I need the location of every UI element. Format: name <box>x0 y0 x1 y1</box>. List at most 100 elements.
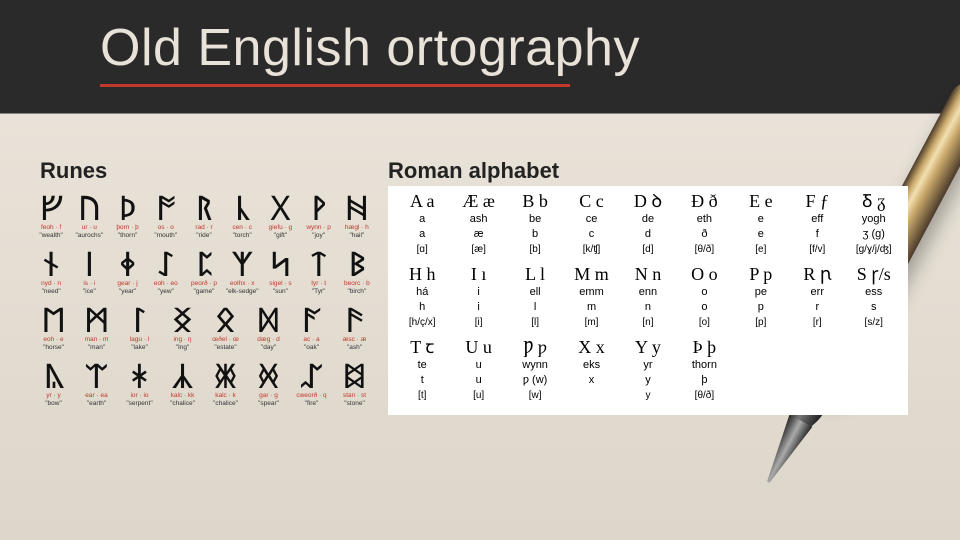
roman-cell: e <box>733 212 789 227</box>
title-block: Old English ortography <box>100 18 640 87</box>
rune-glyph: ᛏ <box>302 246 336 280</box>
roman-row: H hI ıL lM mN nO oP pR ꞃS ꞅ/s <box>394 263 902 285</box>
roman-cell: be <box>507 212 563 227</box>
roman-cell: a <box>394 227 450 242</box>
rune-meaning: "sun" <box>263 288 297 296</box>
rune-meaning: "oak" <box>292 344 331 352</box>
rune-meaning: "ash" <box>335 344 374 352</box>
roman-cell: wynn <box>507 358 563 373</box>
rune-meaning: "man" <box>77 344 116 352</box>
roman-cell: Æ æ <box>450 190 506 212</box>
rune-meaning: "horse" <box>34 344 73 352</box>
roman-cell: þ <box>676 373 732 388</box>
roman-cell: ash <box>450 212 506 227</box>
rune-glyph: ᚠ <box>34 190 68 224</box>
roman-cell: U u <box>450 336 506 358</box>
roman-cell: o <box>676 300 732 315</box>
rune-meaning: "elk-sedge" <box>225 288 259 296</box>
runes-panel: ᚠfeoh · f"wealth"ᚢur · u"aurochs"ᚦþorn ·… <box>34 190 374 414</box>
rune-cell: ᛠear · ea"earth" <box>77 358 116 408</box>
rune-cell: ᛉeolhx · x"elk-sedge" <box>225 246 259 296</box>
rune-cell: ᛣkalc · kk"chalice" <box>163 358 202 408</box>
roman-cell: i <box>450 285 506 300</box>
runes-row: ᛖeoh · e"horse"ᛗman · m"man"ᛚlagu · l"la… <box>34 302 374 352</box>
roman-cell: A a <box>394 190 450 212</box>
slide: Old English ortography Runes Roman alpha… <box>0 0 960 540</box>
rune-cell: ᛇeoh · eo"yew" <box>149 246 183 296</box>
rune-meaning: "birch" <box>340 288 374 296</box>
rune-meaning: "bow" <box>34 400 73 408</box>
rune-name: beorc · b <box>340 280 374 288</box>
roman-cell: [n] <box>620 315 676 330</box>
roman-cell: i <box>450 300 506 315</box>
roman-cell: O o <box>676 263 732 285</box>
rune-name: dæg · d <box>249 336 288 344</box>
rune-meaning: "Ing" <box>163 344 202 352</box>
roman-cell: [r] <box>789 315 845 330</box>
rune-glyph: ᛈ <box>187 246 221 280</box>
roman-block: H hI ıL lM mN nO oP pR ꞃS ꞅ/sháiellemmen… <box>394 263 902 330</box>
roman-cell: f <box>789 227 845 242</box>
rune-cell: ᛡior · io"serpent" <box>120 358 159 408</box>
roman-row: tuƿ (w)xyþ <box>394 373 902 388</box>
rune-name: lagu · l <box>120 336 159 344</box>
rune-glyph: ᛡ <box>120 358 159 392</box>
rune-name: ing · ŋ <box>163 336 202 344</box>
runes-heading: Runes <box>40 158 107 184</box>
rune-cell: ᛋsigel · s"sun" <box>263 246 297 296</box>
roman-row: T ꞇU uǷ ƿX xY yÞ þ <box>394 336 902 358</box>
roman-cell: [æ] <box>450 242 506 257</box>
roman-cell: eth <box>676 212 732 227</box>
rune-name: ac · a <box>292 336 331 344</box>
rune-name: gar · g <box>249 392 288 400</box>
rune-name: tyr · t <box>302 280 336 288</box>
rune-meaning: "earth" <box>77 400 116 408</box>
rune-name: nyd · n <box>34 280 68 288</box>
roman-cell: [d] <box>620 242 676 257</box>
roman-cell: l <box>507 300 563 315</box>
rune-cell: ᛞdæg · d"day" <box>249 302 288 352</box>
rune-cell: ᛈpeorð · p"game" <box>187 246 221 296</box>
roman-cell: u <box>450 373 506 388</box>
rune-glyph: ᚻ <box>340 190 374 224</box>
rune-name: ior · io <box>120 392 159 400</box>
rune-cell: ᚾnyd · n"need" <box>34 246 68 296</box>
roman-row: aæbcdðefʒ (g) <box>394 227 902 242</box>
rune-cell: ᛝing · ŋ"Ing" <box>163 302 202 352</box>
roman-cell: m <box>563 300 619 315</box>
roman-cell: Y y <box>620 336 676 358</box>
rune-glyph: ᚾ <box>34 246 68 280</box>
roman-cell: L l <box>507 263 563 285</box>
rune-cell: ᚻhægl · h"hail" <box>340 190 374 240</box>
roman-cell: Ᵹ ᵹ <box>846 190 902 212</box>
roman-cell: R ꞃ <box>789 263 845 285</box>
rune-glyph: ᛚ <box>120 302 159 336</box>
rune-cell: ᛤkalc · k"chalice" <box>206 358 245 408</box>
rune-cell: ᛏtyr · t"Tyr" <box>302 246 336 296</box>
rune-name: hægl · h <box>340 224 374 232</box>
roman-cell: y <box>620 388 676 403</box>
rune-glyph: ᚱ <box>187 190 221 224</box>
roman-cell: [o] <box>676 315 732 330</box>
roman-cell: ell <box>507 285 563 300</box>
rune-name: cen · c <box>225 224 259 232</box>
roman-cell: [θ/ð] <box>676 388 732 403</box>
rune-cell: ᚠfeoh · f"wealth" <box>34 190 68 240</box>
rune-glyph: ᛉ <box>225 246 259 280</box>
rune-name: œðel · œ <box>206 336 245 344</box>
rune-cell: ᛖeoh · e"horse" <box>34 302 73 352</box>
roman-cell: o <box>676 285 732 300</box>
rune-meaning: "gift" <box>263 232 297 240</box>
roman-cell: Þ þ <box>676 336 732 358</box>
roman-cell: F ƒ <box>789 190 845 212</box>
rune-cell: ᚦþorn · þ"thorn" <box>110 190 144 240</box>
roman-cell: E e <box>733 190 789 212</box>
roman-cell <box>563 388 619 403</box>
roman-row: [ɑ][æ][b][k/ʧ][d][θ/ð][e][f/v][g/ɣ/j/ʤ] <box>394 242 902 257</box>
roman-cell: B b <box>507 190 563 212</box>
rune-glyph: ᛗ <box>77 302 116 336</box>
slide-title: Old English ortography <box>100 18 640 78</box>
roman-row: háiellemmennopeerress <box>394 285 902 300</box>
rune-glyph: ᛖ <box>34 302 73 336</box>
rune-cell: ᚩos · o"mouth" <box>149 190 183 240</box>
